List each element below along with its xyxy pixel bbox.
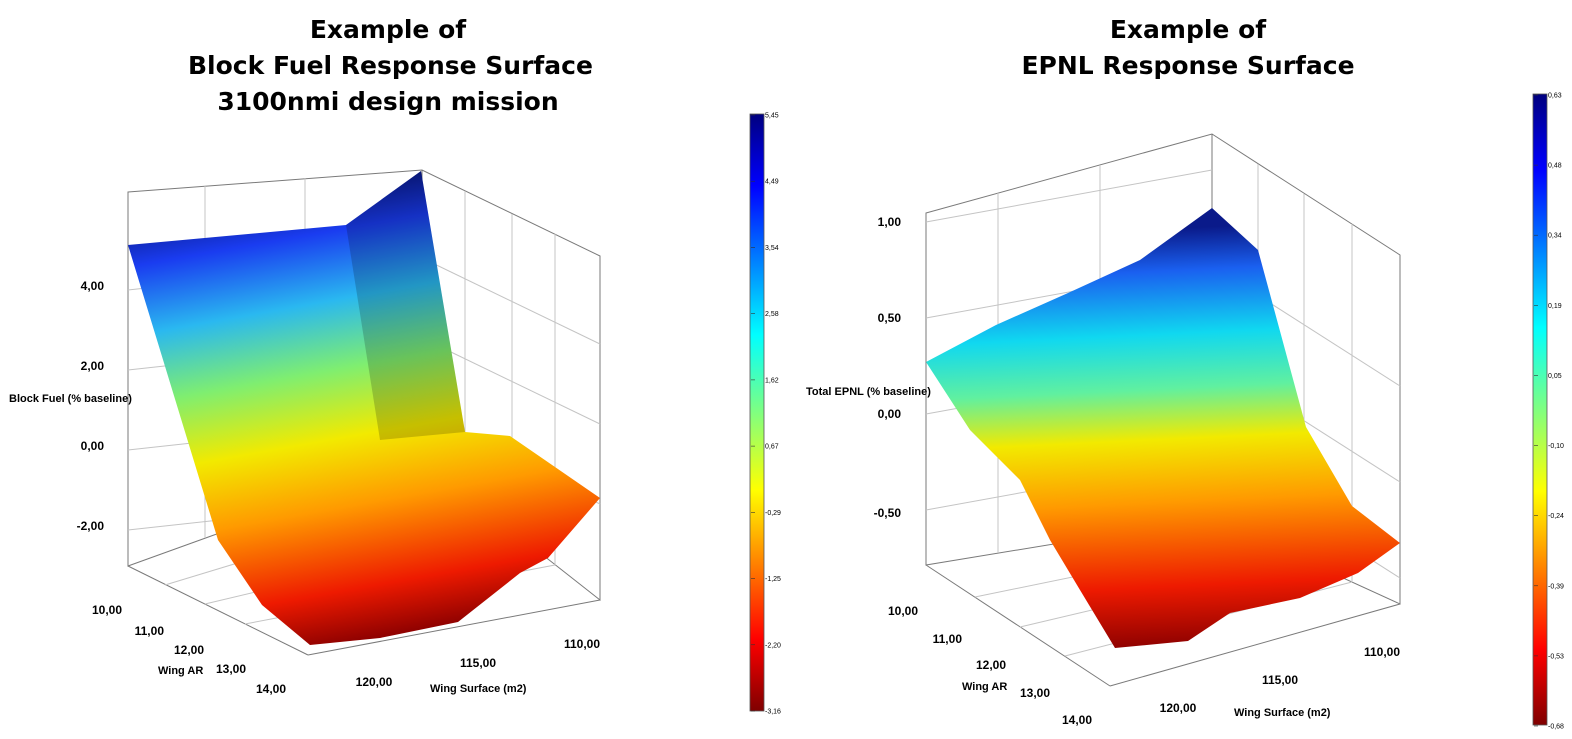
wing-surface-tick: 120,00 bbox=[356, 675, 393, 689]
wing-ar-tick: 11,00 bbox=[135, 624, 165, 638]
z-tick: 1,00 bbox=[878, 215, 902, 229]
wing-ar-tick: 13,00 bbox=[1020, 686, 1050, 700]
colorbar-tick-label: -1,25 bbox=[765, 576, 781, 583]
wing-surface-tick: 120,00 bbox=[1160, 701, 1197, 715]
wing-ar-tick: 13,00 bbox=[216, 662, 246, 676]
wing-ar-tick: 10,00 bbox=[888, 604, 918, 618]
title-line: 3100nmi design mission bbox=[217, 87, 559, 116]
wing-surface-tick: 115,00 bbox=[1262, 673, 1298, 687]
wing-ar-tick: 14,00 bbox=[1062, 713, 1092, 727]
wing-ar-axis-label: Wing AR bbox=[158, 665, 203, 677]
colorbar-tick-label: 0,19 bbox=[1548, 303, 1562, 310]
colorbar-tick-label: -0,39 bbox=[1548, 583, 1564, 590]
title-line: Example of bbox=[1109, 15, 1267, 44]
colorbar-tick-label: -0,53 bbox=[1548, 653, 1564, 660]
z-tick: -0,50 bbox=[874, 506, 902, 520]
z-tick: 0,00 bbox=[81, 439, 105, 453]
z-tick: -2,00 bbox=[77, 519, 105, 533]
colorbar-tick-label: 0,34 bbox=[1548, 233, 1562, 240]
epnl-chart: 1,00 0,50 0,00 -0,50 10,00 11,00 12,00 1… bbox=[806, 93, 1564, 731]
z-axis-label: Block Fuel (% baseline) bbox=[9, 393, 132, 405]
colorbar-gradient bbox=[1532, 93, 1548, 726]
wing-ar-tick: 10,00 bbox=[92, 603, 122, 617]
colorbar-tick-label: -0,24 bbox=[1548, 513, 1564, 520]
colorbar-tick-label: 5,45 bbox=[765, 113, 779, 120]
z-tick: 0,00 bbox=[878, 407, 902, 421]
wing-ar-tick: 14,00 bbox=[256, 682, 286, 696]
chart-title-block-fuel: Example of Block Fuel Response Surface 3… bbox=[188, 12, 593, 120]
tick-labels: 4,00 2,00 0,00 -2,00 10,00 11,00 12,00 1… bbox=[9, 279, 600, 696]
wing-ar-axis-label: Wing AR bbox=[962, 681, 1007, 693]
colorbar-tick-label: 4,49 bbox=[765, 179, 779, 186]
colorbar-tick-label: -0,10 bbox=[1548, 443, 1564, 450]
colorbar-tick-label: 0,63 bbox=[1548, 93, 1562, 100]
title-line: Example of bbox=[309, 15, 467, 44]
colorbar-tick-label: 3,54 bbox=[765, 245, 779, 252]
epnl-surface bbox=[926, 208, 1400, 648]
colorbar-tick-label: -3,16 bbox=[765, 709, 781, 716]
colorbar-tick-label: 0,48 bbox=[1548, 163, 1562, 170]
wing-surface-axis-label: Wing Surface (m2) bbox=[1234, 707, 1331, 719]
wing-surface-axis-label: Wing Surface (m2) bbox=[430, 683, 527, 695]
chart-title-epnl: Example of EPNL Response Surface bbox=[988, 12, 1388, 84]
wing-ar-tick: 12,00 bbox=[174, 643, 204, 657]
colorbar: 5,45 4,49 3,54 2,58 1,62 0,67 -0,29 -1,25 -2,20 -… bbox=[749, 113, 781, 716]
tick-labels: 1,00 0,50 0,00 -0,50 10,00 11,00 12,00 1… bbox=[806, 215, 1400, 727]
wing-surface-tick: 110,00 bbox=[1364, 645, 1400, 659]
colorbar-gradient bbox=[749, 113, 765, 712]
title-line: Block Fuel Response Surface bbox=[188, 51, 593, 80]
colorbar: 0,63 0,48 0,34 0,19 0,05 -0,10 -0,24 -0,39 -0,53… bbox=[1532, 93, 1564, 731]
surface-shading bbox=[346, 171, 465, 440]
block-fuel-surface bbox=[128, 171, 600, 645]
z-tick: 2,00 bbox=[81, 359, 105, 373]
z-axis-label: Total EPNL (% baseline) bbox=[806, 386, 931, 398]
wing-surface-tick: 115,00 bbox=[460, 656, 496, 670]
z-tick: 4,00 bbox=[81, 279, 105, 293]
block-fuel-chart: 4,00 2,00 0,00 -2,00 10,00 11,00 12,00 1… bbox=[9, 113, 781, 716]
title-line: EPNL Response Surface bbox=[1021, 51, 1355, 80]
wing-ar-tick: 12,00 bbox=[976, 658, 1006, 672]
colorbar-tick-label: 0,67 bbox=[765, 444, 779, 451]
colorbar-tick-label: 0,05 bbox=[1548, 373, 1562, 380]
wing-surface-tick: 110,00 bbox=[564, 637, 600, 651]
wing-ar-tick: 11,00 bbox=[933, 632, 963, 646]
z-tick: 0,50 bbox=[878, 311, 902, 325]
colorbar-tick-label: -2,20 bbox=[765, 642, 781, 649]
colorbar-tick-label: 1,62 bbox=[765, 377, 779, 384]
colorbar-tick-label: -0,29 bbox=[765, 510, 781, 517]
colorbar-tick-label: -0,68 bbox=[1548, 724, 1564, 731]
colorbar-tick-label: 2,58 bbox=[765, 311, 779, 318]
